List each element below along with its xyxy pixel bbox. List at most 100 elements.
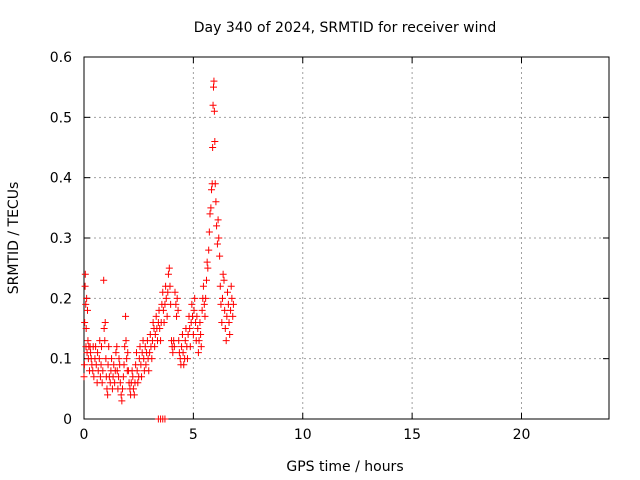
data-point bbox=[164, 288, 172, 296]
data-point bbox=[229, 312, 237, 320]
data-point bbox=[87, 349, 95, 357]
data-point bbox=[113, 367, 121, 375]
data-point bbox=[227, 282, 235, 290]
data-point bbox=[214, 216, 222, 224]
data-point bbox=[157, 337, 165, 345]
data-point bbox=[160, 318, 168, 326]
data-point bbox=[194, 349, 202, 357]
data-point bbox=[134, 379, 142, 387]
data-point bbox=[198, 306, 206, 314]
data-point bbox=[199, 282, 207, 290]
data-point bbox=[169, 349, 177, 357]
data-point bbox=[118, 397, 126, 405]
data-point bbox=[80, 373, 88, 381]
data-point bbox=[124, 349, 132, 357]
data-point bbox=[211, 137, 219, 145]
data-point bbox=[96, 373, 104, 381]
data-point bbox=[82, 325, 90, 332]
data-point bbox=[159, 306, 167, 314]
data-point bbox=[145, 367, 153, 375]
data-point bbox=[133, 367, 141, 375]
data-point bbox=[108, 355, 116, 363]
grid-lines bbox=[84, 57, 609, 419]
data-point bbox=[216, 252, 224, 260]
tick-labels: 0 5 10 15 20 0 0.1 0.2 0.3 0.4 0.5 0.6 bbox=[50, 50, 531, 443]
data-point bbox=[172, 300, 180, 308]
data-point bbox=[215, 234, 223, 242]
data-point bbox=[228, 294, 236, 302]
data-point bbox=[99, 367, 107, 375]
x-tick-label: 5 bbox=[189, 427, 198, 443]
data-point bbox=[123, 355, 131, 363]
data-point bbox=[165, 264, 173, 272]
data-point bbox=[80, 361, 88, 369]
data-point bbox=[100, 325, 108, 332]
data-point bbox=[227, 306, 235, 314]
data-point bbox=[161, 415, 169, 423]
data-point bbox=[204, 264, 212, 272]
data-point bbox=[207, 204, 215, 212]
data-point bbox=[83, 294, 91, 302]
data-point bbox=[224, 288, 231, 296]
data-point bbox=[188, 300, 196, 308]
data-point bbox=[212, 198, 220, 206]
data-point bbox=[221, 306, 229, 314]
y-tick-label: 0 bbox=[63, 412, 72, 428]
data-point bbox=[117, 391, 125, 399]
data-point bbox=[221, 325, 229, 332]
y-tick-label: 0.4 bbox=[50, 171, 72, 187]
data-point bbox=[205, 228, 213, 236]
data-point bbox=[216, 282, 224, 290]
data-point bbox=[183, 355, 191, 363]
data-point bbox=[180, 361, 188, 369]
data-point bbox=[166, 282, 174, 290]
data-point bbox=[222, 337, 230, 345]
data-point bbox=[211, 180, 219, 188]
data-point bbox=[138, 373, 146, 381]
data-point bbox=[205, 246, 213, 254]
data-point bbox=[97, 361, 105, 369]
data-point bbox=[163, 312, 171, 320]
data-point bbox=[122, 312, 130, 320]
data-point bbox=[105, 343, 113, 351]
data-point bbox=[142, 361, 150, 369]
data-point bbox=[174, 306, 182, 314]
data-point bbox=[82, 300, 90, 308]
data-point bbox=[116, 379, 124, 387]
data-point bbox=[194, 325, 202, 332]
data-point bbox=[101, 318, 109, 326]
data-point bbox=[175, 337, 183, 345]
data-point bbox=[90, 373, 98, 381]
data-point bbox=[115, 355, 123, 363]
data-point bbox=[218, 294, 226, 302]
data-point bbox=[208, 186, 216, 194]
data-point bbox=[122, 337, 130, 345]
data-point bbox=[196, 318, 204, 326]
data-point bbox=[129, 385, 137, 393]
data-point bbox=[197, 331, 205, 339]
data-point bbox=[92, 343, 100, 351]
data-point bbox=[104, 391, 112, 399]
data-point bbox=[209, 144, 217, 151]
data-point bbox=[84, 337, 92, 345]
data-point bbox=[189, 331, 197, 339]
y-tick-label: 0.1 bbox=[50, 352, 72, 368]
data-point bbox=[213, 222, 221, 230]
data-point bbox=[152, 312, 160, 320]
data-point bbox=[112, 349, 120, 357]
data-point bbox=[84, 306, 91, 314]
data-point bbox=[151, 331, 159, 339]
data-point bbox=[81, 270, 89, 278]
data-point bbox=[121, 343, 129, 351]
data-point bbox=[146, 349, 154, 357]
y-tick-label: 0.2 bbox=[50, 291, 72, 307]
data-point bbox=[202, 294, 210, 302]
data-point bbox=[197, 343, 205, 351]
data-point bbox=[203, 276, 210, 284]
data-point bbox=[94, 349, 102, 357]
data-point bbox=[195, 337, 203, 345]
data-point bbox=[129, 373, 137, 381]
data-point bbox=[181, 337, 189, 345]
data-point bbox=[81, 318, 89, 326]
